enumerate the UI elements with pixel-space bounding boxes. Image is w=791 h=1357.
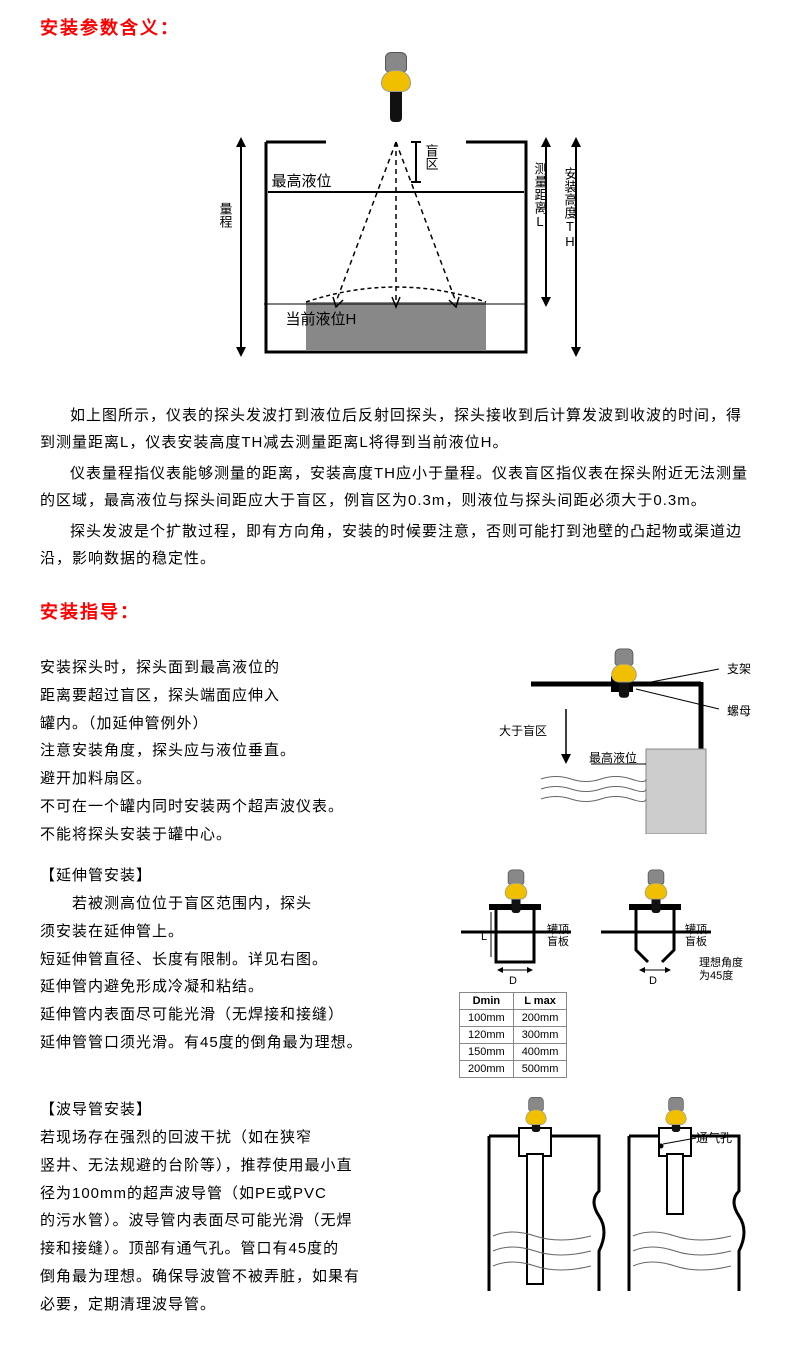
svg-text:L: L: [481, 931, 487, 943]
label-vent: 通气孔: [696, 1129, 732, 1146]
label-bracket: 支架: [727, 660, 751, 677]
install2-line: 延伸管管口须光滑。有45度的倒角最为理想。: [40, 1029, 439, 1057]
install3-line: 倒角最为理想。确保导波管不被弄脏，如果有: [40, 1263, 469, 1291]
install3-line: 竖井、无法规避的台阶等），推荐使用最小直: [40, 1152, 469, 1180]
label-angle-45: 理想角度为45度: [699, 957, 747, 983]
label-max-level-2: 最高液位: [589, 749, 637, 766]
install-section-1: 安装探头时，探头面到最高液位的 距离要超过盲区，探头端面应伸入 罐内。（加延伸管…: [40, 654, 751, 848]
install1-line: 罐内。（加延伸管例外）: [40, 710, 459, 738]
heading-install-guide: 安装指导：: [40, 598, 751, 624]
install1-line: 注意安装角度，探头应与液位垂直。: [40, 737, 459, 765]
label-gt-blind: 大于盲区: [499, 722, 547, 739]
install3-line: 必要，定期清理波导管。: [40, 1291, 469, 1319]
install-2-diagram: L D D 罐顶盲板 罐顶盲板 理想角度为45度 DminL max 100mm…: [451, 862, 751, 1082]
label-current-level: 当前液位H: [286, 308, 357, 329]
install-1-text: 安装探头时，探头面到最高液位的 距离要超过盲区，探头端面应伸入 罐内。（加延伸管…: [40, 654, 459, 848]
label-blind: 盲区: [422, 144, 441, 170]
install-section-2: 【延伸管安装】 若被测高位位于盲区范围内，探头 须安装在延伸管上。 短延伸管直径…: [40, 862, 751, 1082]
label-measure-dist: 测量距离L: [531, 162, 550, 229]
install3-line: 的污水管）。波导管内表面尽可能光滑（无焊: [40, 1207, 469, 1235]
install1-line: 安装探头时，探头面到最高液位的: [40, 654, 459, 682]
install1-line: 不能将探头安装于罐中心。: [40, 821, 459, 849]
label-range: 量程: [216, 202, 235, 228]
install2-line: 须安装在延伸管上。: [40, 918, 439, 946]
label-max-level: 最高液位: [272, 170, 332, 191]
install-3-text: 【波导管安装】 若现场存在强烈的回波干扰（如在狭窄 竖井、无法规避的台阶等），推…: [40, 1096, 469, 1318]
install2-line: 延伸管内避免形成冷凝和粘结。: [40, 973, 439, 1001]
extension-tube-table: DminL max 100mm200mm 120mm300mm 150mm400…: [459, 992, 567, 1078]
label-tank-top-2: 罐顶盲板: [685, 924, 711, 948]
paragraph-1: 如上图所示，仪表的探头发波打到液位后反射回探头，探头接收到后计算发波到收波的时间…: [40, 402, 751, 456]
svg-text:D: D: [649, 975, 657, 987]
label-tank-top-1: 罐顶盲板: [547, 924, 573, 948]
install1-line: 距离要超过盲区，探头端面应伸入: [40, 682, 459, 710]
install-section-3: 【波导管安装】 若现场存在强烈的回波干扰（如在狭窄 竖井、无法规避的台阶等），推…: [40, 1096, 751, 1318]
install2-line: 若被测高位位于盲区范围内，探头: [40, 890, 439, 918]
label-nut: 螺母: [727, 702, 751, 719]
install-2-text: 【延伸管安装】 若被测高位位于盲区范围内，探头 须安装在延伸管上。 短延伸管直径…: [40, 862, 439, 1082]
install3-line: 接和接缝）。顶部有通气孔。管口有45度的: [40, 1235, 469, 1263]
install2-line: 延伸管内表面尽可能光滑（无焊接和接缝）: [40, 1001, 439, 1029]
main-diagram: 量程 盲区 最高液位 当前液位H 测量距离L 安装高度TH: [186, 52, 606, 382]
heading-install-params: 安装参数含义：: [40, 14, 751, 40]
install-1-diagram: 支架 螺母 大于盲区 最高液位: [471, 654, 751, 834]
install-3-diagram: 通气孔: [481, 1096, 751, 1296]
install1-line: 避开加料扇区。: [40, 765, 459, 793]
paragraph-2: 仪表量程指仪表能够测量的距离，安装高度TH应小于量程。仪表盲区指仪表在探头附近无…: [40, 460, 751, 514]
label-install-height: 安装高度TH: [561, 167, 580, 249]
install3-line: 若现场存在强烈的回波干扰（如在狭窄: [40, 1124, 469, 1152]
install3-title: 【波导管安装】: [40, 1096, 469, 1124]
svg-text:D: D: [509, 975, 517, 987]
install2-title: 【延伸管安装】: [40, 862, 439, 890]
paragraph-3: 探头发波是个扩散过程，即有方向角，安装的时候要注意，否则可能打到池壁的凸起物或渠…: [40, 518, 751, 572]
install3-line: 径为100mm的超声波导管（如PE或PVC: [40, 1180, 469, 1208]
install2-line: 短延伸管直径、长度有限制。详见右图。: [40, 946, 439, 974]
install1-line: 不可在一个罐内同时安装两个超声波仪表。: [40, 793, 459, 821]
